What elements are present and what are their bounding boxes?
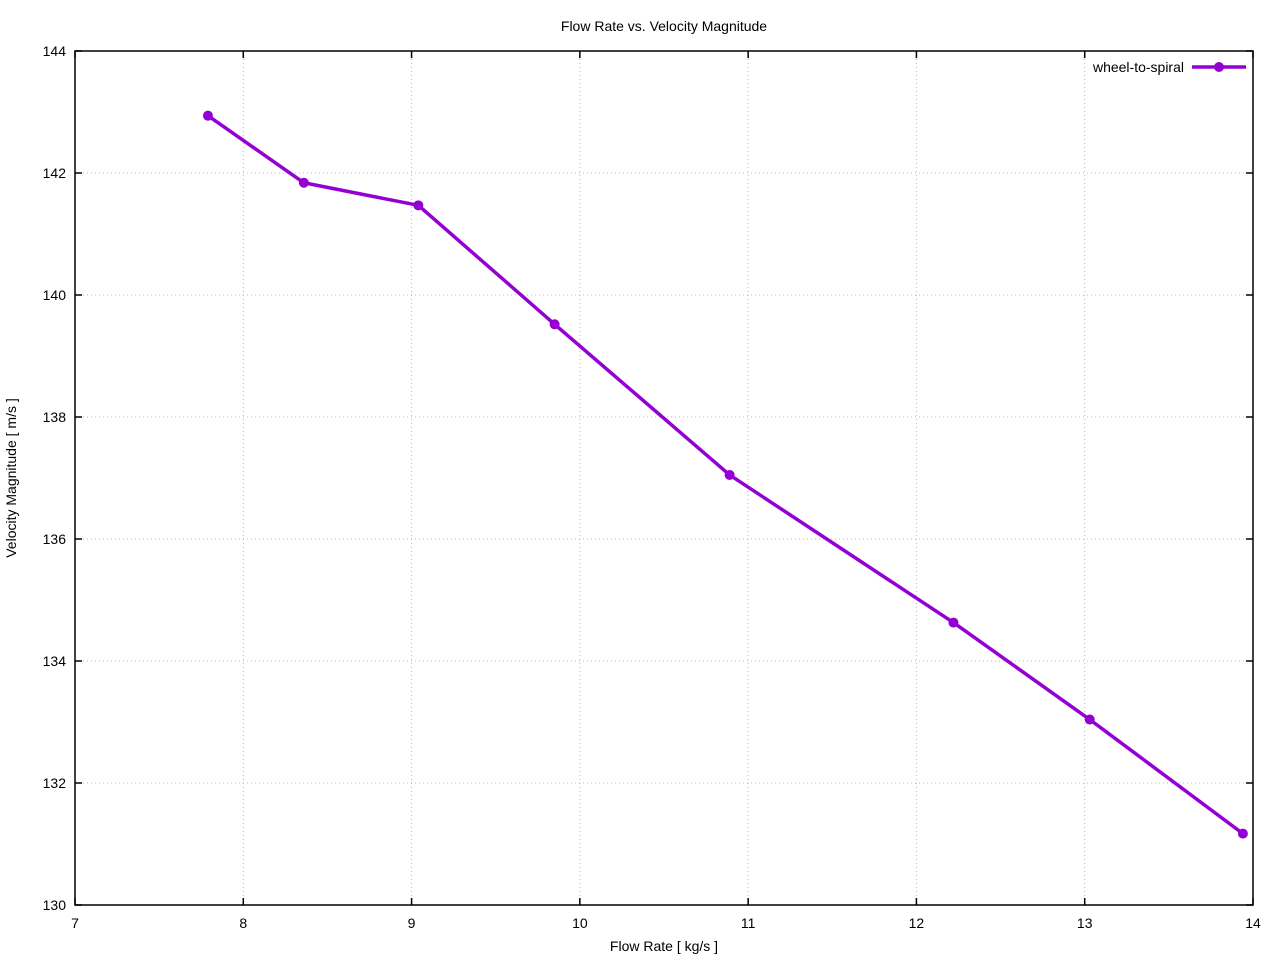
y-axis-label: Velocity Magnitude [ m/s ] (3, 398, 19, 558)
x-tick-label: 8 (239, 915, 247, 931)
y-tick-label: 144 (43, 43, 67, 59)
data-point-marker (1084, 714, 1095, 725)
x-tick-label: 12 (909, 915, 925, 931)
data-point-marker (948, 617, 959, 628)
chart-title: Flow Rate vs. Velocity Magnitude (561, 18, 767, 34)
y-tick-label: 136 (43, 531, 67, 547)
series-line (206, 113, 1245, 836)
data-point-marker (298, 177, 309, 188)
legend: wheel-to-spiral (1092, 59, 1246, 75)
plot-border (74, 50, 1254, 906)
x-tick-label: 9 (408, 915, 416, 931)
y-tick-label: 132 (43, 775, 67, 791)
x-tick-label: 7 (71, 915, 79, 931)
y-tick-label: 138 (43, 409, 67, 425)
y-tick-label: 130 (43, 897, 67, 913)
x-tick-label: 10 (572, 915, 588, 931)
legend-series-label: wheel-to-spiral (1092, 59, 1184, 75)
y-tick-label: 140 (43, 287, 67, 303)
data-point-marker (1237, 828, 1248, 839)
legend-marker (1214, 62, 1224, 72)
x-tick-label: 11 (741, 915, 756, 931)
data-point-marker (724, 469, 735, 480)
y-tick-label: 134 (43, 653, 67, 669)
data-point-marker (413, 200, 424, 211)
grid-layer (75, 51, 1253, 905)
data-point-marker (549, 319, 560, 330)
tick-layer (74, 50, 1254, 906)
data-point-marker (202, 110, 213, 121)
x-tick-label: 14 (1245, 915, 1261, 931)
y-tick-label: 142 (43, 165, 67, 181)
x-tick-label: 13 (1077, 915, 1093, 931)
series-layer (202, 110, 1248, 839)
tick-label-layer: 7 8 9 10 11 12 13 14 130 132 134 136 138 140 142 144 (43, 43, 1261, 931)
x-axis-label: Flow Rate [ kg/s ] (610, 938, 718, 954)
